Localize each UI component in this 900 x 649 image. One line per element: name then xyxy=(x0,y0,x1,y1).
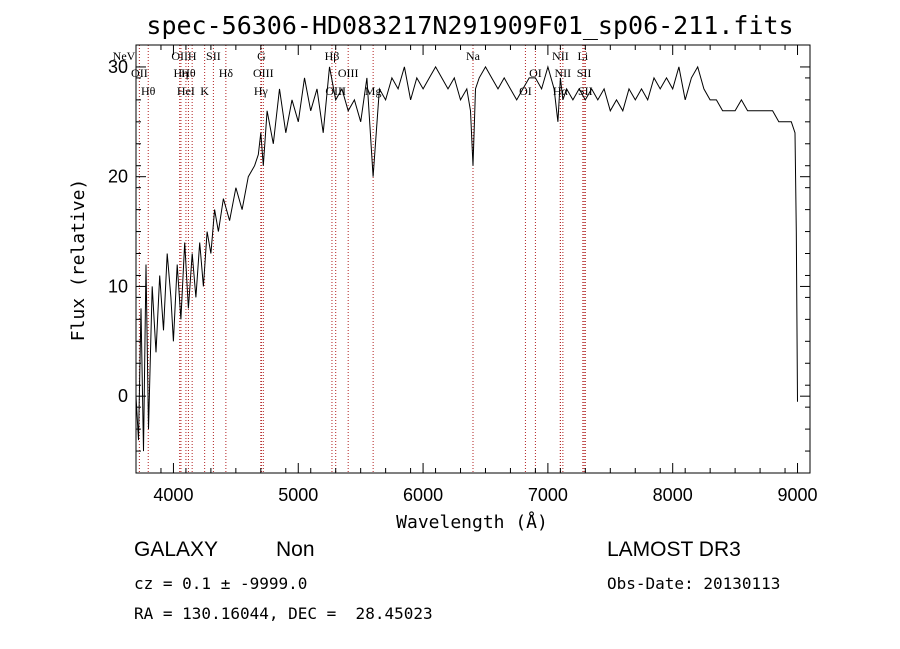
emission-line-label: NII xyxy=(555,66,572,80)
x-tick-label: 8000 xyxy=(653,485,693,505)
emission-line-label: SII xyxy=(577,66,592,80)
emission-line-label: Hγ xyxy=(254,84,269,98)
object-subclass: Non xyxy=(276,538,315,561)
spectrum-line xyxy=(135,65,798,452)
emission-line-label: SII xyxy=(206,49,221,63)
emission-line-label: SII xyxy=(578,84,593,98)
emission-line-label: OIII xyxy=(338,66,359,80)
y-axis-label: Flux (relative) xyxy=(68,179,89,342)
survey-name: LAMOST DR3 xyxy=(607,538,741,561)
plot-frame xyxy=(135,44,811,474)
emission-line-label: Hη xyxy=(173,66,188,80)
redshift-readout: cz = 0.1 ± -9999.0 xyxy=(134,574,308,593)
emission-line-label: Hβ xyxy=(325,49,340,63)
emission-line-label: Hθ xyxy=(181,66,196,80)
y-tick-label: 10 xyxy=(108,276,128,296)
emission-line-label: NII xyxy=(552,49,569,63)
y-tick-label: 0 xyxy=(118,386,128,406)
emission-line-label: OIII xyxy=(325,84,346,98)
emission-line-label: G xyxy=(257,49,266,63)
emission-line-label: Na xyxy=(466,49,481,63)
chart-title: spec-56306-HD083217N291909F01_sp06-211.f… xyxy=(146,11,793,40)
y-tick-label: 30 xyxy=(108,57,128,77)
emission-line-labels: NeV OII Hθ OII Hη HeI H Hθ K SII Hδ Hγ G OIII OIII Hβ OI… xyxy=(113,49,593,98)
emission-line-label: Hδ xyxy=(219,66,234,80)
y-tick-label: 20 xyxy=(108,167,128,187)
x-tick-label: 6000 xyxy=(403,485,443,505)
x-tick-label: 7000 xyxy=(528,485,568,505)
x-tick-label: 5000 xyxy=(278,485,318,505)
emission-line-label: Hθ xyxy=(141,84,156,98)
emission-line-label: HeI xyxy=(177,84,195,98)
observation-date: Obs-Date: 20130113 xyxy=(607,574,781,593)
emission-line-label: NeV xyxy=(113,49,136,63)
emission-line-label: OII xyxy=(131,66,148,80)
spectrum-series xyxy=(135,65,798,452)
emission-line-label: H xyxy=(188,49,197,63)
emission-line-label: OI xyxy=(529,66,542,80)
x-tick-label: 4000 xyxy=(153,485,193,505)
emission-line-label: OII xyxy=(171,49,188,63)
emission-line-label: K xyxy=(200,84,209,98)
emission-line-label: OIII xyxy=(253,66,274,80)
emission-line-label: Li xyxy=(578,49,589,63)
axis-ticks: 4000 5000 6000 7000 8000 9000 0 10 20 30 xyxy=(108,45,818,505)
object-class: GALAXY xyxy=(134,538,219,561)
x-tick-label: 9000 xyxy=(777,485,817,505)
emission-line-label: Mg xyxy=(365,84,382,98)
emission-line-label: OI xyxy=(519,84,532,98)
coordinates-readout: RA = 130.16044, DEC = 28.45023 xyxy=(134,604,433,623)
x-axis-label: Wavelength (Å) xyxy=(396,511,548,533)
